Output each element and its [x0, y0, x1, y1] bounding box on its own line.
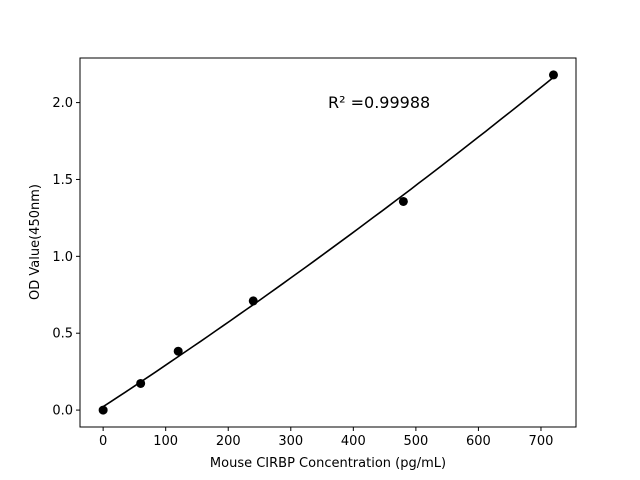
- plot-frame: [79, 57, 577, 428]
- x-tick-label: 500: [403, 434, 428, 449]
- y-tick-label: 1.0: [52, 250, 73, 265]
- y-tick-label: 0.0: [52, 404, 73, 419]
- x-tick-label: 400: [341, 434, 366, 449]
- x-tick-label: 200: [216, 434, 241, 449]
- y-axis-label: OD Value(450nm): [28, 184, 43, 300]
- x-tick-label: 600: [466, 434, 491, 449]
- x-tick-label: 0: [99, 434, 107, 449]
- x-tick-label: 100: [153, 434, 178, 449]
- data-point: [398, 196, 408, 206]
- y-tick-label: 1.5: [52, 173, 73, 188]
- y-tick-label: 0.5: [52, 327, 73, 342]
- r-squared-annotation: R² =0.99988: [328, 93, 430, 112]
- data-point: [548, 70, 558, 80]
- fit-curve: [102, 76, 555, 408]
- data-point: [136, 378, 146, 388]
- data-point: [98, 405, 108, 415]
- x-tick-label: 700: [529, 434, 554, 449]
- x-axis-label: Mouse CIRBP Concentration (pg/mL): [210, 456, 446, 471]
- data-point: [248, 296, 258, 306]
- y-tick-label: 2.0: [52, 96, 73, 111]
- data-point: [173, 346, 183, 356]
- x-tick-label: 300: [278, 434, 303, 449]
